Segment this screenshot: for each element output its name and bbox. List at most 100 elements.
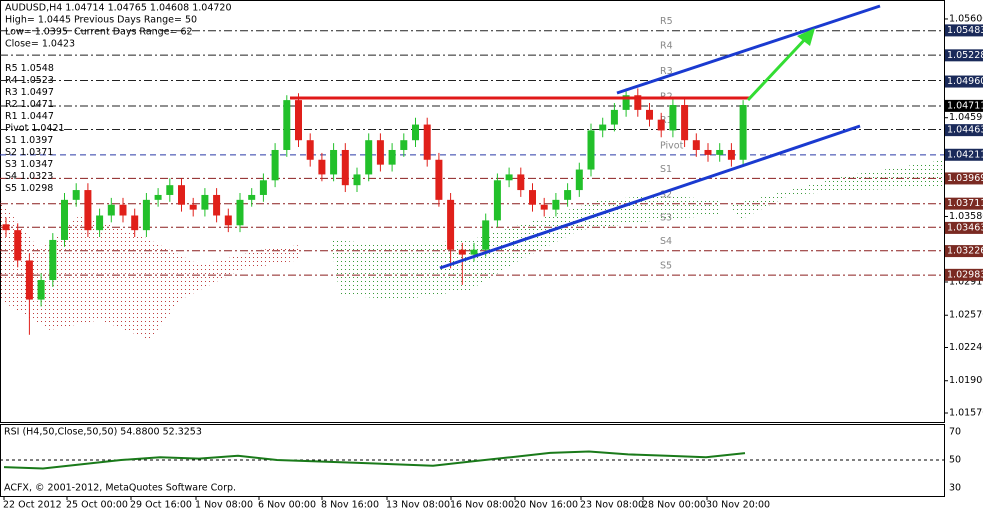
cloud-green: [730, 160, 944, 220]
y-tick-label: 1.02910: [949, 276, 983, 287]
y-tick-label: 1.02240: [949, 342, 983, 353]
candle-body: [248, 194, 256, 200]
candle-body: [599, 124, 607, 131]
candle-body: [610, 109, 618, 125]
level-legend: R2 1.0471: [5, 99, 54, 110]
x-tick-label: 8 Nov 16:00: [321, 500, 379, 511]
candle-body: [412, 124, 419, 141]
candle-body: [2, 224, 10, 231]
footer: ACFX, © 2001-2012, MetaQuotes Software C…: [4, 483, 236, 494]
candle-body: [318, 159, 326, 175]
level-name: S4: [5, 171, 17, 182]
price-box-label: 1.03711: [947, 198, 983, 209]
candle-body: [37, 280, 45, 300]
candle-body: [727, 149, 735, 160]
candle-body: [154, 194, 162, 200]
candle-body: [131, 215, 139, 231]
cloud-green: [330, 195, 720, 300]
level-legend: R5 1.0548: [5, 63, 54, 74]
price-box-label: 1.05483: [947, 25, 983, 36]
rsi-tick-label: 70: [949, 426, 961, 437]
x-tick-label: 1 Nov 08:00: [195, 500, 253, 511]
candle-body: [669, 105, 677, 131]
price-box-label: 1.02983: [947, 269, 983, 280]
cloud-red: [0, 200, 300, 340]
range-text: Previous Days Range= 50: [74, 15, 197, 26]
candle-body: [201, 194, 209, 210]
level-legend: S2 1.0371: [5, 147, 53, 158]
price-box-label: 1.04960: [947, 76, 983, 87]
x-tick-label: 30 Nov 20:00: [706, 500, 770, 511]
x-tick-label: 28 Nov 00:00: [642, 500, 706, 511]
candle-body: [692, 140, 700, 150]
x-tick-label: 16 Nov 08:00: [450, 500, 514, 511]
x-tick-label: 25 Oct 00:00: [66, 500, 128, 511]
candle-body: [96, 215, 104, 231]
level-value: 1.0323: [20, 171, 53, 182]
level-value: 1.0471: [21, 99, 54, 110]
y-tick-label: 1.01570: [949, 408, 983, 419]
candle-body: [552, 199, 560, 210]
candle-body: [681, 105, 689, 141]
level-name: R2: [5, 99, 18, 110]
level-value: 1.0523: [21, 75, 54, 86]
level-name: S1: [5, 135, 17, 146]
candle-body: [470, 249, 478, 255]
level-value: 1.0497: [21, 87, 54, 98]
info-text: Low= 1.0395: [5, 27, 68, 38]
candle-body: [493, 180, 501, 221]
level-name: R5: [5, 63, 18, 74]
candle-body: [575, 169, 583, 191]
level-value: 1.0347: [20, 159, 53, 170]
rsi-tick-label: 30: [949, 483, 961, 494]
level-tag: S2: [660, 189, 672, 200]
level-legend: S3 1.0347: [5, 159, 53, 170]
level-value: 1.0298: [20, 183, 53, 194]
arrow: [746, 34, 810, 102]
chart-title: AUDUSD,H4 1.04714 1.04765 1.04608 1.0472…: [5, 3, 232, 14]
candle-body: [259, 180, 267, 195]
y-tick-label: 1.03580: [949, 211, 983, 222]
candle-body: [49, 239, 57, 281]
price-box: [945, 245, 983, 258]
price-box: [945, 24, 983, 37]
price-box: [945, 197, 983, 210]
candle-body: [283, 100, 291, 150]
candle-body: [657, 119, 665, 131]
candle-body: [646, 109, 653, 120]
y-tick-label: 1.05600: [949, 13, 983, 24]
level-tag: R5: [660, 16, 673, 27]
price-box: [945, 221, 983, 234]
level-legend: R4 1.0523: [5, 75, 54, 86]
price-box-label: 1.05228: [947, 50, 983, 61]
candle-body: [84, 190, 92, 231]
candle-body: [330, 149, 338, 175]
price-box-label: 1.03463: [947, 222, 983, 233]
level-legend: S5 1.0298: [5, 183, 53, 194]
level-legend: R3 1.0497: [5, 87, 54, 98]
main-panel: [0, 0, 945, 423]
candle-body: [540, 204, 548, 210]
y-tick-label: 1.01900: [949, 375, 983, 386]
level-name: R3: [5, 87, 18, 98]
rsi-line: [3, 450, 746, 470]
level-tag: Pivot: [660, 140, 684, 151]
candle-body: [564, 190, 572, 200]
level-name: R1: [5, 111, 18, 122]
candle-body: [306, 140, 314, 160]
level-legend: S4 1.0323: [5, 171, 53, 182]
price-box-label: 1.04711: [947, 100, 983, 111]
price-box: [945, 172, 983, 185]
candle-body: [435, 159, 443, 200]
candle-body: [447, 199, 455, 250]
level-name: R4: [5, 75, 18, 86]
level-tag: R1: [660, 115, 673, 126]
x-tick-label: 13 Nov 08:00: [386, 500, 450, 511]
candle-body: [166, 185, 174, 195]
info-text: Close= 1.0423: [5, 39, 75, 50]
level-tag: R3: [660, 66, 673, 77]
trend-line-upper: [616, 4, 881, 95]
price-box-label: 1.04463: [947, 125, 983, 136]
candle-body: [587, 130, 595, 170]
